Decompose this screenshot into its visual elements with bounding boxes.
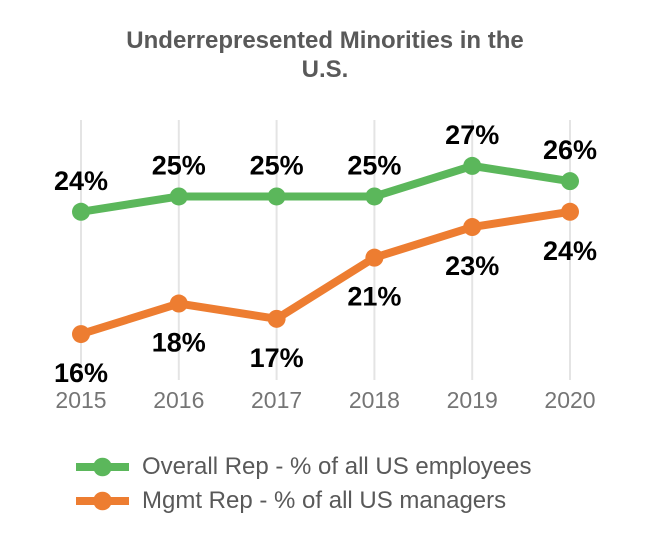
data-label: 23% (445, 251, 499, 281)
data-point (365, 248, 384, 267)
data-point (365, 187, 384, 206)
data-label: 21% (347, 282, 401, 312)
data-label: 25% (152, 150, 206, 180)
data-point (169, 187, 188, 206)
data-point (561, 172, 579, 191)
legend-line-marker-icon (76, 457, 129, 476)
chart-title: Underrepresented Minorities in the U.S. (126, 27, 524, 83)
data-point (72, 325, 90, 344)
legend-item-overall-rep: Overall Rep - % of all US employees (75, 452, 531, 481)
data-label: 17% (250, 343, 304, 373)
x-tick-label: 2015 (55, 387, 106, 413)
data-label: 18% (152, 328, 206, 358)
data-label: 27% (445, 120, 499, 150)
x-tick-label: 2016 (153, 387, 204, 413)
x-tick-label: 2019 (447, 387, 498, 413)
legend-label-mgmt-rep: Mgmt Rep - % of all US managers (142, 486, 507, 514)
series-line-1 (77, 207, 574, 339)
data-point (267, 187, 286, 206)
data-point (169, 294, 188, 313)
x-tick-label: 2018 (349, 387, 400, 413)
data-label: 26% (543, 135, 597, 165)
data-label: 25% (347, 150, 401, 180)
data-point (267, 309, 286, 328)
legend-item-mgmt-rep: Mgmt Rep - % of all US managers (75, 486, 531, 515)
x-tick-label: 2017 (251, 387, 302, 413)
data-point (561, 202, 579, 221)
legend: Overall Rep - % of all US employees Mgmt… (75, 452, 531, 515)
data-point (463, 156, 482, 175)
data-label: 24% (543, 236, 597, 266)
data-label: 24% (54, 166, 108, 196)
series-line-0 (77, 161, 574, 216)
data-point (72, 202, 90, 221)
line-chart: 2015 2016 2017 2018 2019 2020 24% 25% 25% 25% 27% 2… (54, 120, 597, 413)
data-label: 25% (250, 150, 304, 180)
legend-label-overall-rep: Overall Rep - % of all US employees (142, 452, 532, 480)
data-label: 16% (54, 358, 108, 388)
legend-line-marker-icon (76, 491, 129, 510)
data-point (463, 218, 482, 237)
x-tick-label: 2020 (544, 387, 595, 413)
